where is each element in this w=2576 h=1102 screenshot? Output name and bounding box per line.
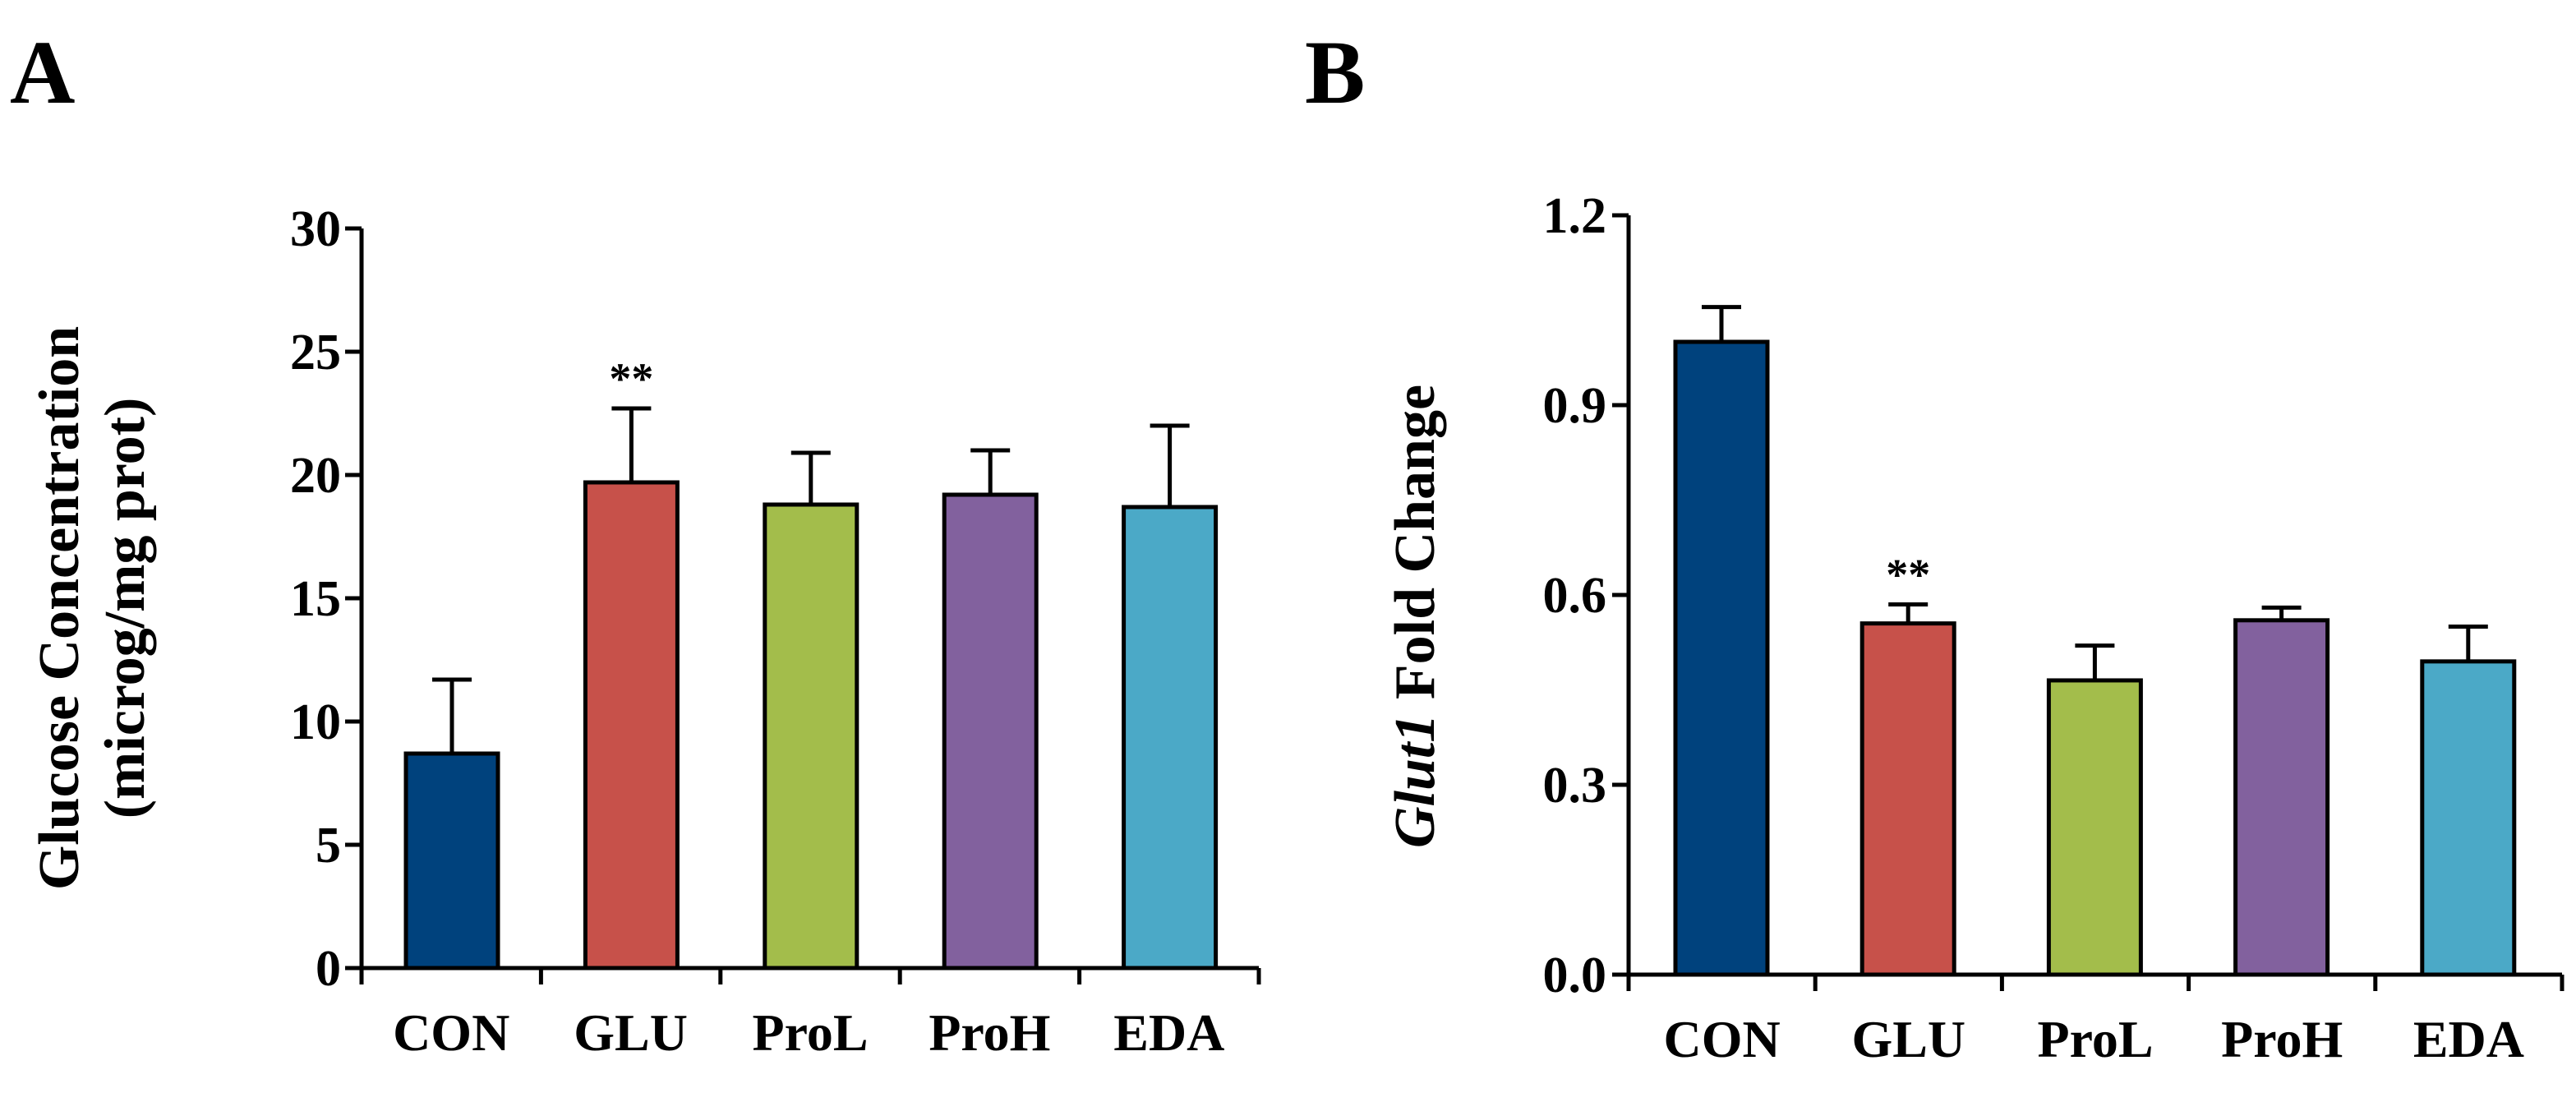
panel-a-bar-con (403, 751, 500, 971)
panel-a-x-label-prol: ProL (752, 1003, 868, 1062)
panel-a: A Glucose Concentration (microg/mg prot)… (10, 22, 1261, 1062)
panel-a-annotation-glu: ** (609, 354, 653, 403)
panel-a-letter: A (10, 22, 75, 122)
panel-b-y-tick-label: 0.3 (1543, 758, 1607, 814)
panel-a-bar-glu (583, 480, 680, 971)
panel-b-bar-eda (2420, 659, 2517, 977)
panel-a-y-tick-label: 25 (290, 325, 341, 380)
panel-b-y-tick-label: 1.2 (1543, 188, 1607, 244)
panel-a-x-label-eda: EDA (1113, 1003, 1224, 1062)
panel-a-x-label-glu: GLU (574, 1003, 688, 1062)
panel-b-y-tick-label: 0.9 (1543, 378, 1607, 434)
panel-a-x-label-con: CON (393, 1003, 509, 1062)
panel-b-bar-proh (2233, 618, 2330, 977)
panel-b-x-label-prol: ProL (2037, 1010, 2153, 1068)
panel-a-y-tick-label: 20 (290, 448, 341, 504)
panel-a-ylabel-line1: Glucose Concentration (28, 326, 91, 890)
panel-a-y-tick-label: 0 (316, 941, 341, 997)
panel-b-annotation-glu: ** (1886, 551, 1930, 600)
panel-b-x-label-eda: EDA (2413, 1010, 2524, 1068)
panel-b-y-tick-label: 0.6 (1543, 568, 1607, 624)
panel-b-bar-con (1673, 339, 1770, 977)
panel-a-y-tick-label: 5 (316, 818, 341, 874)
panel-b-x-label-glu: GLU (1851, 1010, 1965, 1068)
panel-b-bar-prol (2046, 678, 2143, 977)
panel-b-x-label-con: CON (1663, 1010, 1780, 1068)
panel-b-bar-glu (1859, 621, 1956, 977)
panel-b-ylabel: Glut1 Fold Change (1384, 385, 1447, 848)
panel-a-y-tick-label: 30 (290, 201, 341, 257)
panel-b: B Glut1 Fold Change 0.0 0.3 0.6 0.9 1.2 CON **… (1305, 22, 2564, 1068)
panel-a-y-tick-label: 15 (290, 571, 341, 627)
panel-a-ylabel-line2: (microg/mg prot) (94, 398, 157, 819)
panel-b-ylabel-rest: Fold Change (1384, 385, 1447, 714)
panel-b-ylabel-gene: Glut1 (1384, 714, 1447, 848)
panel-a-bar-prol (763, 502, 859, 971)
panel-a-x-label-proh: ProH (929, 1003, 1050, 1062)
panel-b-y-tick-label: 0.0 (1543, 948, 1607, 1003)
panel-a-bar-eda (1122, 505, 1219, 971)
panel-a-y-tick-label: 10 (290, 694, 341, 750)
panel-a-bar-proh (942, 492, 1039, 971)
panel-b-letter: B (1305, 22, 1365, 122)
panel-b-x-label-proh: ProH (2221, 1010, 2343, 1068)
